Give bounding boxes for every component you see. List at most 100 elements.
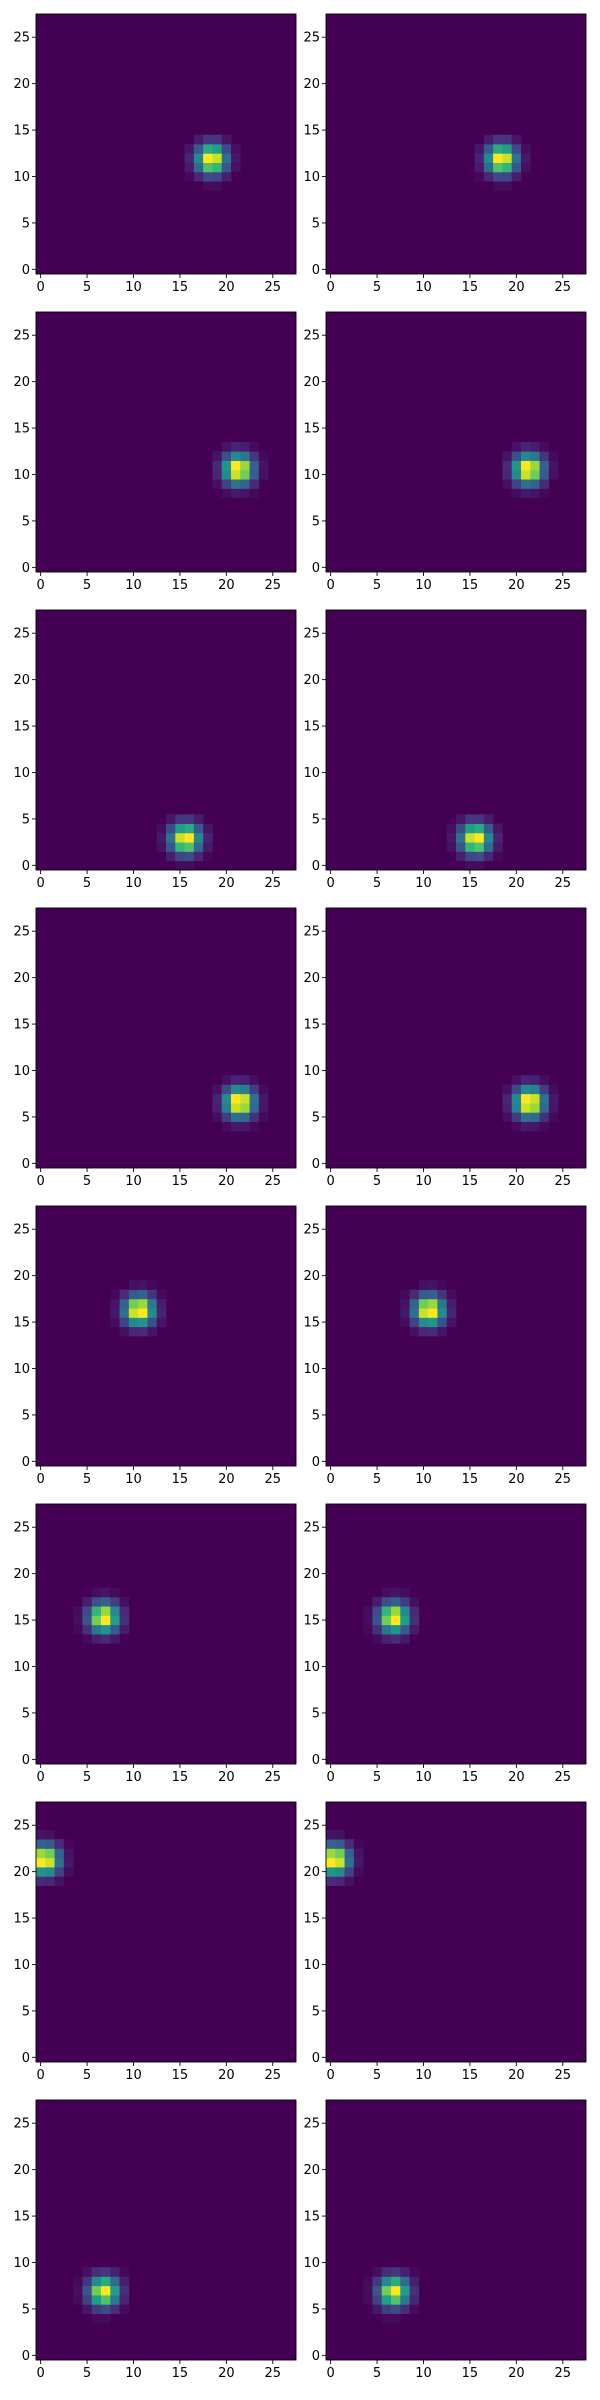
y-tick-label: 25: [13, 627, 30, 642]
y-tick-label: 20: [13, 2163, 30, 2178]
y-tick-label: 20: [13, 1865, 30, 1880]
heatmap-cell: [240, 1084, 250, 1095]
heatmap-cell: [530, 479, 540, 489]
y-tick-label: 25: [303, 1521, 320, 1536]
y-tick-label: 25: [303, 1223, 320, 1238]
heatmap-cell: [73, 1615, 83, 1626]
heatmap-cell: [184, 851, 195, 862]
heatmap-cell: [119, 1308, 130, 1318]
axes-frame: [35, 2099, 297, 2361]
heatmap-cell: [381, 1624, 392, 1635]
heatmap-cell: [54, 1848, 65, 1859]
heatmap-cell: [156, 823, 167, 834]
heatmap-cell: [493, 851, 503, 862]
heatmap-cell: [101, 2295, 111, 2305]
heatmap-cell: [326, 1848, 336, 1859]
heatmap-cell: [119, 1298, 130, 1309]
heatmap-cell: [156, 1289, 167, 1300]
y-tick-label: 10: [303, 766, 320, 781]
heatmap-cell: [156, 1298, 167, 1309]
heatmap-cell: [381, 2304, 392, 2314]
heatmap-cell: [456, 842, 466, 852]
heatmap-cell: [166, 842, 176, 852]
heatmap-cell: [511, 1075, 522, 1085]
heatmap-panel: 0 5 10 15 20 25 0 5 10 15 20 25: [303, 1801, 587, 2083]
x-tick-label: 0: [37, 1472, 45, 1487]
heatmap-cell: [101, 2276, 111, 2287]
y-tick-label: 25: [13, 329, 30, 344]
x-tick-label: 0: [327, 1174, 335, 1189]
heatmap-cell: [326, 1857, 336, 1868]
x-tick-label: 20: [218, 876, 235, 891]
heatmap-cell: [391, 1634, 401, 1644]
heatmap-cell: [400, 1596, 410, 1607]
x-tick-label: 10: [125, 1472, 142, 1487]
x-tick-label: 15: [462, 2068, 479, 2083]
heatmap-cell: [483, 823, 494, 834]
x-tick-label: 5: [373, 1770, 381, 1785]
heatmap-cell: [221, 469, 232, 480]
heatmap-cell: [474, 851, 485, 862]
y-tick-label: 0: [22, 2349, 30, 2364]
heatmap-cell: [73, 2295, 83, 2305]
heatmap-cell: [502, 162, 513, 173]
heatmap-cell: [456, 823, 466, 834]
heatmap-cell: [147, 1298, 158, 1309]
heatmap-cell: [511, 1084, 522, 1095]
heatmap-cell: [128, 1326, 139, 1337]
heatmap-cell: [409, 2267, 420, 2277]
heatmap-cell: [474, 832, 485, 843]
heatmap-cell: [101, 2313, 111, 2324]
y-tick-label: 15: [303, 1316, 320, 1331]
y-tick-label: 15: [303, 720, 320, 735]
heatmap-cell: [119, 2304, 130, 2314]
y-tick-label: 20: [303, 673, 320, 688]
heatmap-cell: [212, 181, 223, 191]
heatmap-cell: [409, 1615, 420, 1626]
heatmap-cell: [249, 442, 260, 452]
y-tick-label: 25: [13, 31, 30, 46]
y-tick-label: 20: [13, 1269, 30, 1284]
heatmap-cell: [483, 171, 494, 182]
x-tick-label: 25: [555, 1174, 572, 1189]
heatmap-cell: [138, 1298, 148, 1309]
heatmap-cell: [381, 1615, 392, 1626]
heatmap-cell: [184, 171, 195, 182]
heatmap-cell: [231, 479, 241, 489]
heatmap-cell: [483, 144, 494, 154]
y-tick-label: 5: [312, 1408, 320, 1423]
heatmap-cell: [428, 1308, 438, 1318]
heatmap-cell: [391, 1624, 401, 1635]
x-tick-label: 5: [373, 1174, 381, 1189]
x-tick-label: 5: [373, 578, 381, 593]
heatmap-cell: [110, 1298, 120, 1309]
heatmap-background: [36, 14, 296, 274]
y-tick-label: 15: [13, 1316, 30, 1331]
x-tick-label: 15: [172, 578, 189, 593]
heatmap-cell: [212, 1084, 223, 1095]
heatmap-cell: [409, 2285, 420, 2296]
y-tick-label: 10: [13, 1660, 30, 1675]
axes-frame: [35, 1205, 297, 1467]
heatmap-background: [36, 1206, 296, 1466]
x-tick-label: 15: [172, 1174, 189, 1189]
heatmap-cell: [409, 1298, 420, 1309]
heatmap-cell: [363, 1606, 373, 1616]
heatmap-cell: [372, 2285, 383, 2296]
heatmap-cell: [502, 1093, 513, 1104]
heatmap-cell: [110, 2276, 120, 2287]
heatmap-cell: [203, 842, 213, 852]
x-tick-label: 15: [172, 1770, 189, 1785]
heatmap-cell: [418, 1298, 429, 1309]
heatmap-cell: [372, 1606, 383, 1616]
x-tick-label: 20: [508, 876, 525, 891]
heatmap-cell: [326, 1876, 336, 1886]
heatmap-cell: [231, 469, 241, 480]
x-tick-label: 15: [172, 1472, 189, 1487]
heatmap-cell: [409, 1326, 420, 1337]
x-tick-label: 15: [172, 280, 189, 295]
heatmap-cell: [110, 2285, 120, 2296]
y-tick-label: 0: [22, 1157, 30, 1172]
heatmap-cell: [465, 823, 475, 834]
heatmap-cell: [521, 479, 531, 489]
